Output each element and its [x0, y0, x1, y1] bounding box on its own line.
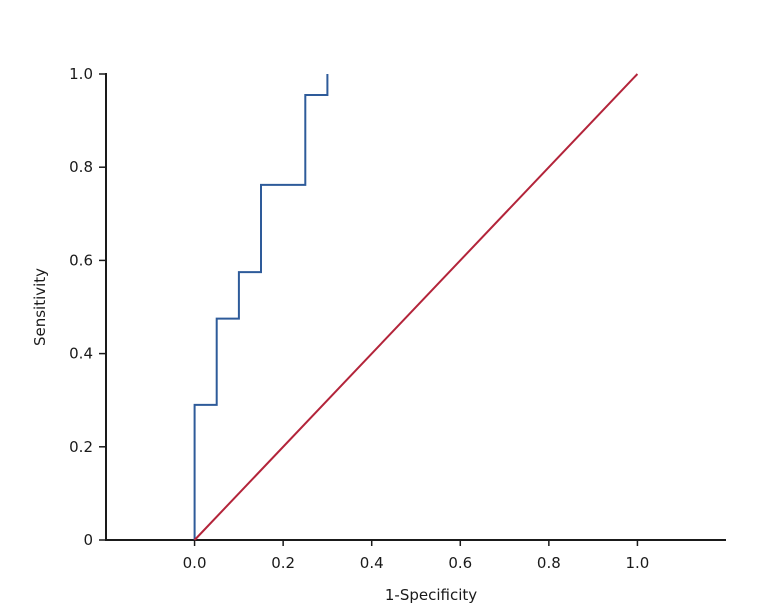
axes [105, 73, 726, 541]
y-tick-label: 0.8 [69, 158, 93, 176]
y-tick-label: 0.2 [69, 438, 93, 456]
x-tick-label: 0.0 [183, 554, 207, 572]
y-axis-ticks: 0 0.2 0.4 0.6 0.8 1.0 [69, 65, 106, 549]
x-tick-label: 0.2 [271, 554, 295, 572]
x-tick-label: 0.4 [360, 554, 384, 572]
y-tick-label: 0.4 [69, 345, 93, 363]
x-axis-title: 1-Specificity [385, 586, 477, 604]
x-axis-ticks: 0.0 0.2 0.4 0.6 0.8 1.0 [183, 540, 649, 572]
y-tick-label: 0.6 [69, 251, 93, 269]
plot-series [193, 73, 639, 541]
x-tick-label: 1.0 [625, 554, 649, 572]
y-axis-title: Sensitivity [31, 268, 49, 346]
x-tick-label: 0.6 [448, 554, 472, 572]
y-tick-label: 1.0 [69, 65, 93, 83]
y-tick-label: 0 [83, 531, 93, 549]
reference-diagonal-line [193, 73, 639, 541]
roc-curve-line [193, 74, 329, 540]
x-tick-label: 0.8 [537, 554, 561, 572]
